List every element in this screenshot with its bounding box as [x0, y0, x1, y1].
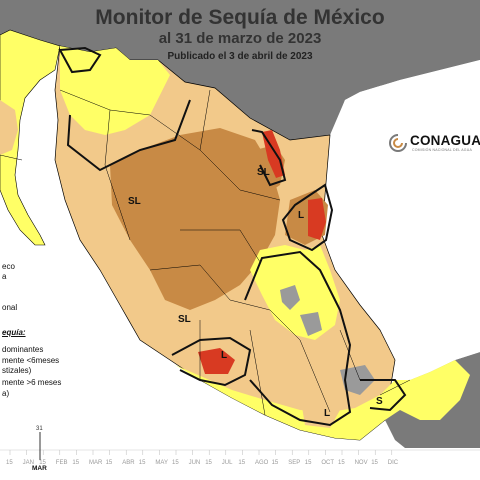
timeline-label: ABR: [122, 460, 135, 466]
region-label-s-southeast: S: [376, 396, 383, 407]
legend-long-term: mente >6 meses: [2, 378, 62, 387]
timeline: 15 JAN 15 FEB 15 MAR 15 ABR 15 MAY 15 JUN 15 JUL 15 AGO…: [0, 426, 480, 480]
region-label-l-south: L: [324, 408, 330, 419]
conagua-tagline: COMISIÓN NACIONAL DEL AGUA: [412, 148, 472, 152]
conagua-emblem-icon: [389, 134, 407, 152]
timeline-label: 15: [39, 460, 46, 466]
timeline-label: 15: [172, 460, 179, 466]
legend-long-term-2: a): [2, 389, 10, 398]
central-severe-drought: [110, 128, 280, 310]
legend-heading: equía:: [2, 328, 26, 337]
region-label-l-southwest: L: [221, 350, 227, 361]
timeline-label: 15: [6, 460, 13, 466]
legend-text-1: eco: [2, 262, 15, 271]
baja-sur-moderate: [0, 100, 18, 155]
timeline-label: 15: [272, 460, 279, 466]
timeline-label: DIC: [388, 460, 399, 466]
map-date: al 31 de marzo de 2023: [158, 30, 322, 47]
timeline-label: AGO: [255, 460, 269, 466]
timeline-ticks: [9, 450, 393, 455]
timeline-label: SEP: [288, 460, 300, 466]
timeline-label: FEB: [56, 460, 68, 466]
timeline-label: 15: [338, 460, 345, 466]
conagua-wordmark: CONAGUA: [410, 133, 480, 148]
coastal-extreme-drought: [308, 198, 326, 240]
current-date-day: 31: [36, 426, 43, 432]
legend-text-3: onal: [2, 303, 18, 312]
region-label-l-gulf: L: [298, 210, 304, 221]
interior-no-drought-2: [300, 312, 322, 336]
south-abnormally-dry: [175, 360, 470, 440]
timeline-label: JUN: [189, 460, 201, 466]
southeast-moderate: [300, 392, 340, 428]
timeline-label: 15: [72, 460, 79, 466]
timeline-label: MAY: [155, 460, 168, 466]
timeline-label: JUL: [222, 460, 233, 466]
timeline-label: 15: [238, 460, 245, 466]
map-title: Monitor de Sequía de México: [95, 6, 385, 29]
region-label-sl-central: SL: [178, 314, 191, 325]
published-date: Publicado el 3 de abril de 2023: [167, 51, 313, 62]
legend-dominant: dominantes: [2, 345, 44, 354]
legend-text-2: a: [2, 272, 7, 281]
baja-state-line: [0, 154, 23, 161]
yucatan-no-drought: [340, 365, 375, 395]
region-label-sl-north: SL: [128, 196, 141, 207]
timeline-label: 15: [205, 460, 212, 466]
interior-no-drought-1: [280, 285, 300, 310]
timeline-label: 15: [139, 460, 146, 466]
usa-landmass: [0, 0, 480, 140]
timeline-label: 15: [371, 460, 378, 466]
state-boundaries: [59, 89, 411, 416]
impact-outlines: [58, 46, 407, 427]
timeline-label: 15: [305, 460, 312, 466]
conagua-logo: CONAGUA COMISIÓN NACIONAL DEL AGUA: [388, 133, 480, 155]
timeline-label: JAN: [23, 460, 34, 466]
region-label-sl-northeast: SL: [257, 167, 270, 178]
timeline-labels: 15 JAN 15 FEB 15 MAR 15 ABR 15 MAY 15 JUN 15 JUL 15 AGO…: [6, 460, 399, 466]
north-abnormally-dry: [60, 46, 170, 135]
legend-short-term-2: stizales): [2, 366, 32, 375]
timeline-label: NOV: [355, 460, 368, 466]
timeline-label: MAR: [89, 460, 103, 466]
current-date-month: MAR: [32, 465, 47, 472]
legend-short-term: mente <6meses: [2, 356, 60, 365]
gulf-of-mexico: [322, 60, 480, 380]
timeline-label: 15: [106, 460, 113, 466]
southwest-extreme-drought: [198, 348, 235, 374]
timeline-label: OCT: [321, 460, 334, 466]
